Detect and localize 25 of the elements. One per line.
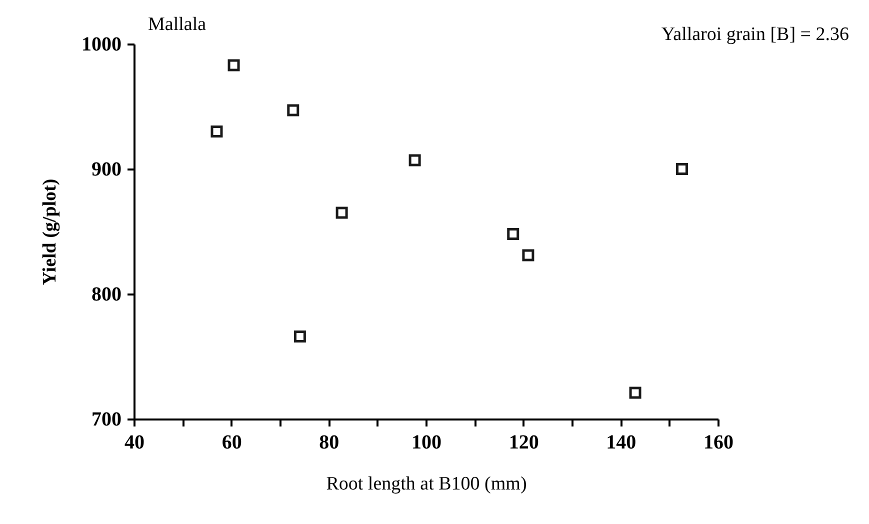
annotation: Yallaroi grain [B] = 2.36 <box>661 24 849 46</box>
point <box>629 386 642 399</box>
point <box>228 59 240 72</box>
x-tick-label: 60 <box>222 432 242 454</box>
point <box>676 163 688 175</box>
x-tick-label: 120 <box>508 432 539 454</box>
y-tick-label: 1000 <box>82 34 122 56</box>
y-tick-label: 900 <box>92 158 122 180</box>
point <box>408 154 421 166</box>
y-tick-label: 800 <box>92 284 122 306</box>
x-axis-title: Root length at B100 (mm) <box>326 474 527 494</box>
point <box>522 249 534 262</box>
text: Mallala <box>148 14 206 36</box>
y-axis-title: Yield (g/plot) <box>40 178 60 286</box>
point <box>294 330 306 342</box>
x-tick-label: 160 <box>704 432 734 454</box>
x-tick-label: 40 <box>124 432 144 454</box>
x-tick-label: 80 <box>319 432 340 454</box>
point <box>507 228 520 240</box>
point <box>287 104 300 116</box>
x-tick-label: 140 <box>606 432 636 454</box>
point <box>336 206 348 219</box>
point <box>210 126 223 138</box>
x-tick-label: 100 <box>412 432 442 454</box>
y-tick-label: 700 <box>92 408 122 430</box>
